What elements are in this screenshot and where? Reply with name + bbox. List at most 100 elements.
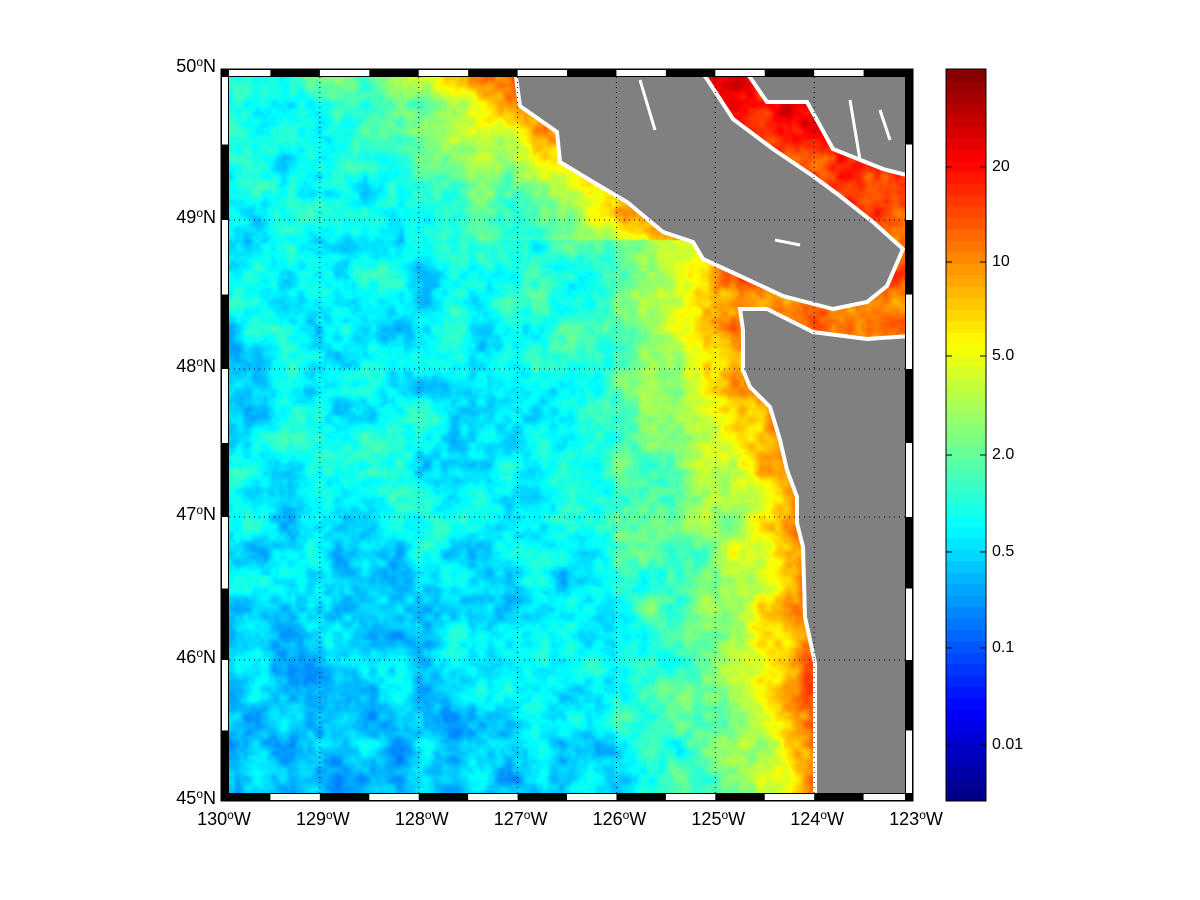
degree-symbol: o (622, 808, 630, 822)
colorbar-band (946, 663, 986, 676)
frame-segment (665, 794, 716, 800)
lon-label: 123oW (871, 808, 961, 829)
lat-label: 50oN (146, 55, 216, 76)
label-hemisphere: N (203, 788, 216, 808)
colorbar-band (946, 343, 986, 356)
label-hemisphere: W (827, 809, 845, 829)
colorbar-band (946, 503, 986, 516)
frame-segment (369, 794, 419, 800)
colorbar-band (946, 446, 986, 459)
lon-label: 127oW (476, 808, 566, 829)
mainland-north (747, 77, 905, 177)
label-degrees: 49 (176, 207, 197, 227)
colorbar-band (946, 320, 986, 333)
degree-symbol: o (820, 808, 828, 822)
frame-segment (906, 730, 912, 793)
colorbar-band (946, 171, 986, 184)
colorbar-band (946, 332, 986, 344)
lon-label: 126oW (574, 808, 664, 828)
label-hemisphere: N (203, 504, 216, 524)
degree-symbol: o (523, 808, 531, 822)
degree-symbol: o (196, 355, 203, 369)
colorbar-tick-label: 2.0 (992, 446, 1015, 463)
label-hemisphere: W (728, 809, 746, 829)
frame-segment (468, 794, 518, 800)
inlets (638, 79, 892, 247)
colorbar-band (946, 766, 986, 779)
degree-symbol: o (196, 503, 203, 517)
frame-segment (418, 70, 469, 76)
colorbar-band (946, 469, 986, 482)
colorbar-band (946, 80, 986, 93)
land (513, 77, 905, 793)
olympic-peninsula-coast (737, 307, 905, 793)
colorbar-band (946, 286, 986, 299)
colorbar-band (946, 309, 986, 322)
label-hemisphere: N (203, 647, 216, 667)
colorbar-band (946, 217, 986, 230)
colorbar-band (946, 492, 986, 505)
label-degrees: 50 (176, 56, 197, 76)
colorbar-band (946, 526, 986, 539)
colorbar-band (946, 629, 986, 642)
degree-symbol: o (919, 808, 926, 822)
colorbar-band (946, 720, 986, 733)
frame-segment (222, 220, 228, 295)
frame-segment (222, 517, 228, 589)
colorbar-band (946, 789, 986, 802)
frame-segment (906, 588, 912, 660)
label-degrees: 128 (394, 809, 425, 829)
colorbar-band (946, 537, 986, 550)
label-degrees: 46 (176, 647, 197, 667)
lon-label: 129oW (278, 808, 368, 829)
colorbar-band (946, 229, 986, 242)
frame-segment (222, 369, 228, 443)
colorbar-band (946, 149, 986, 161)
colorbar-band (946, 480, 986, 493)
label-degrees: 123 (889, 809, 920, 829)
label-hemisphere: N (203, 356, 216, 376)
label-degrees: 130 (197, 809, 228, 829)
frame-segment (270, 794, 320, 800)
label-hemisphere: W (332, 809, 350, 829)
frame-segment (814, 70, 864, 76)
frame-segment (319, 70, 370, 76)
colorbar-band (946, 160, 986, 173)
colorbar-band (946, 595, 986, 608)
colorbar-band (946, 240, 986, 253)
colorbar-band (946, 69, 986, 81)
colorbar-band (946, 366, 986, 379)
colorbar-band (946, 274, 986, 287)
colorbar-band (946, 412, 986, 425)
colorbar-band (946, 206, 986, 219)
colorbar (945, 68, 987, 802)
frame-segment (906, 144, 912, 220)
degree-symbol: o (424, 808, 432, 822)
frame-segment (764, 794, 815, 800)
colorbar-band (946, 606, 986, 619)
colorbar-band (946, 137, 986, 150)
label-degrees: 48 (176, 356, 197, 376)
label-degrees: 129 (295, 809, 327, 829)
degree-symbol: o (326, 808, 333, 822)
colorbar-band (946, 126, 986, 139)
frame-segment (863, 794, 905, 800)
colorbar-band (946, 389, 986, 402)
frame-segment (222, 660, 228, 731)
colorbar-band (946, 640, 986, 653)
colorbar-band (946, 400, 986, 413)
colorbar-band (946, 263, 986, 276)
degree-symbol: o (196, 646, 203, 660)
colorbar-tick-label: 0.1 (992, 639, 1015, 656)
frame-segment (517, 70, 568, 76)
colorbar-band (946, 103, 986, 116)
colorbar-band (946, 709, 986, 722)
frame-segment (229, 70, 271, 76)
label-degrees: 127 (493, 809, 524, 829)
label-degrees: 125 (691, 809, 722, 829)
lat-label: 49oN (146, 206, 216, 227)
colorbar-band (946, 91, 986, 104)
colorbar-band (946, 675, 986, 688)
colorbar-band (946, 686, 986, 699)
